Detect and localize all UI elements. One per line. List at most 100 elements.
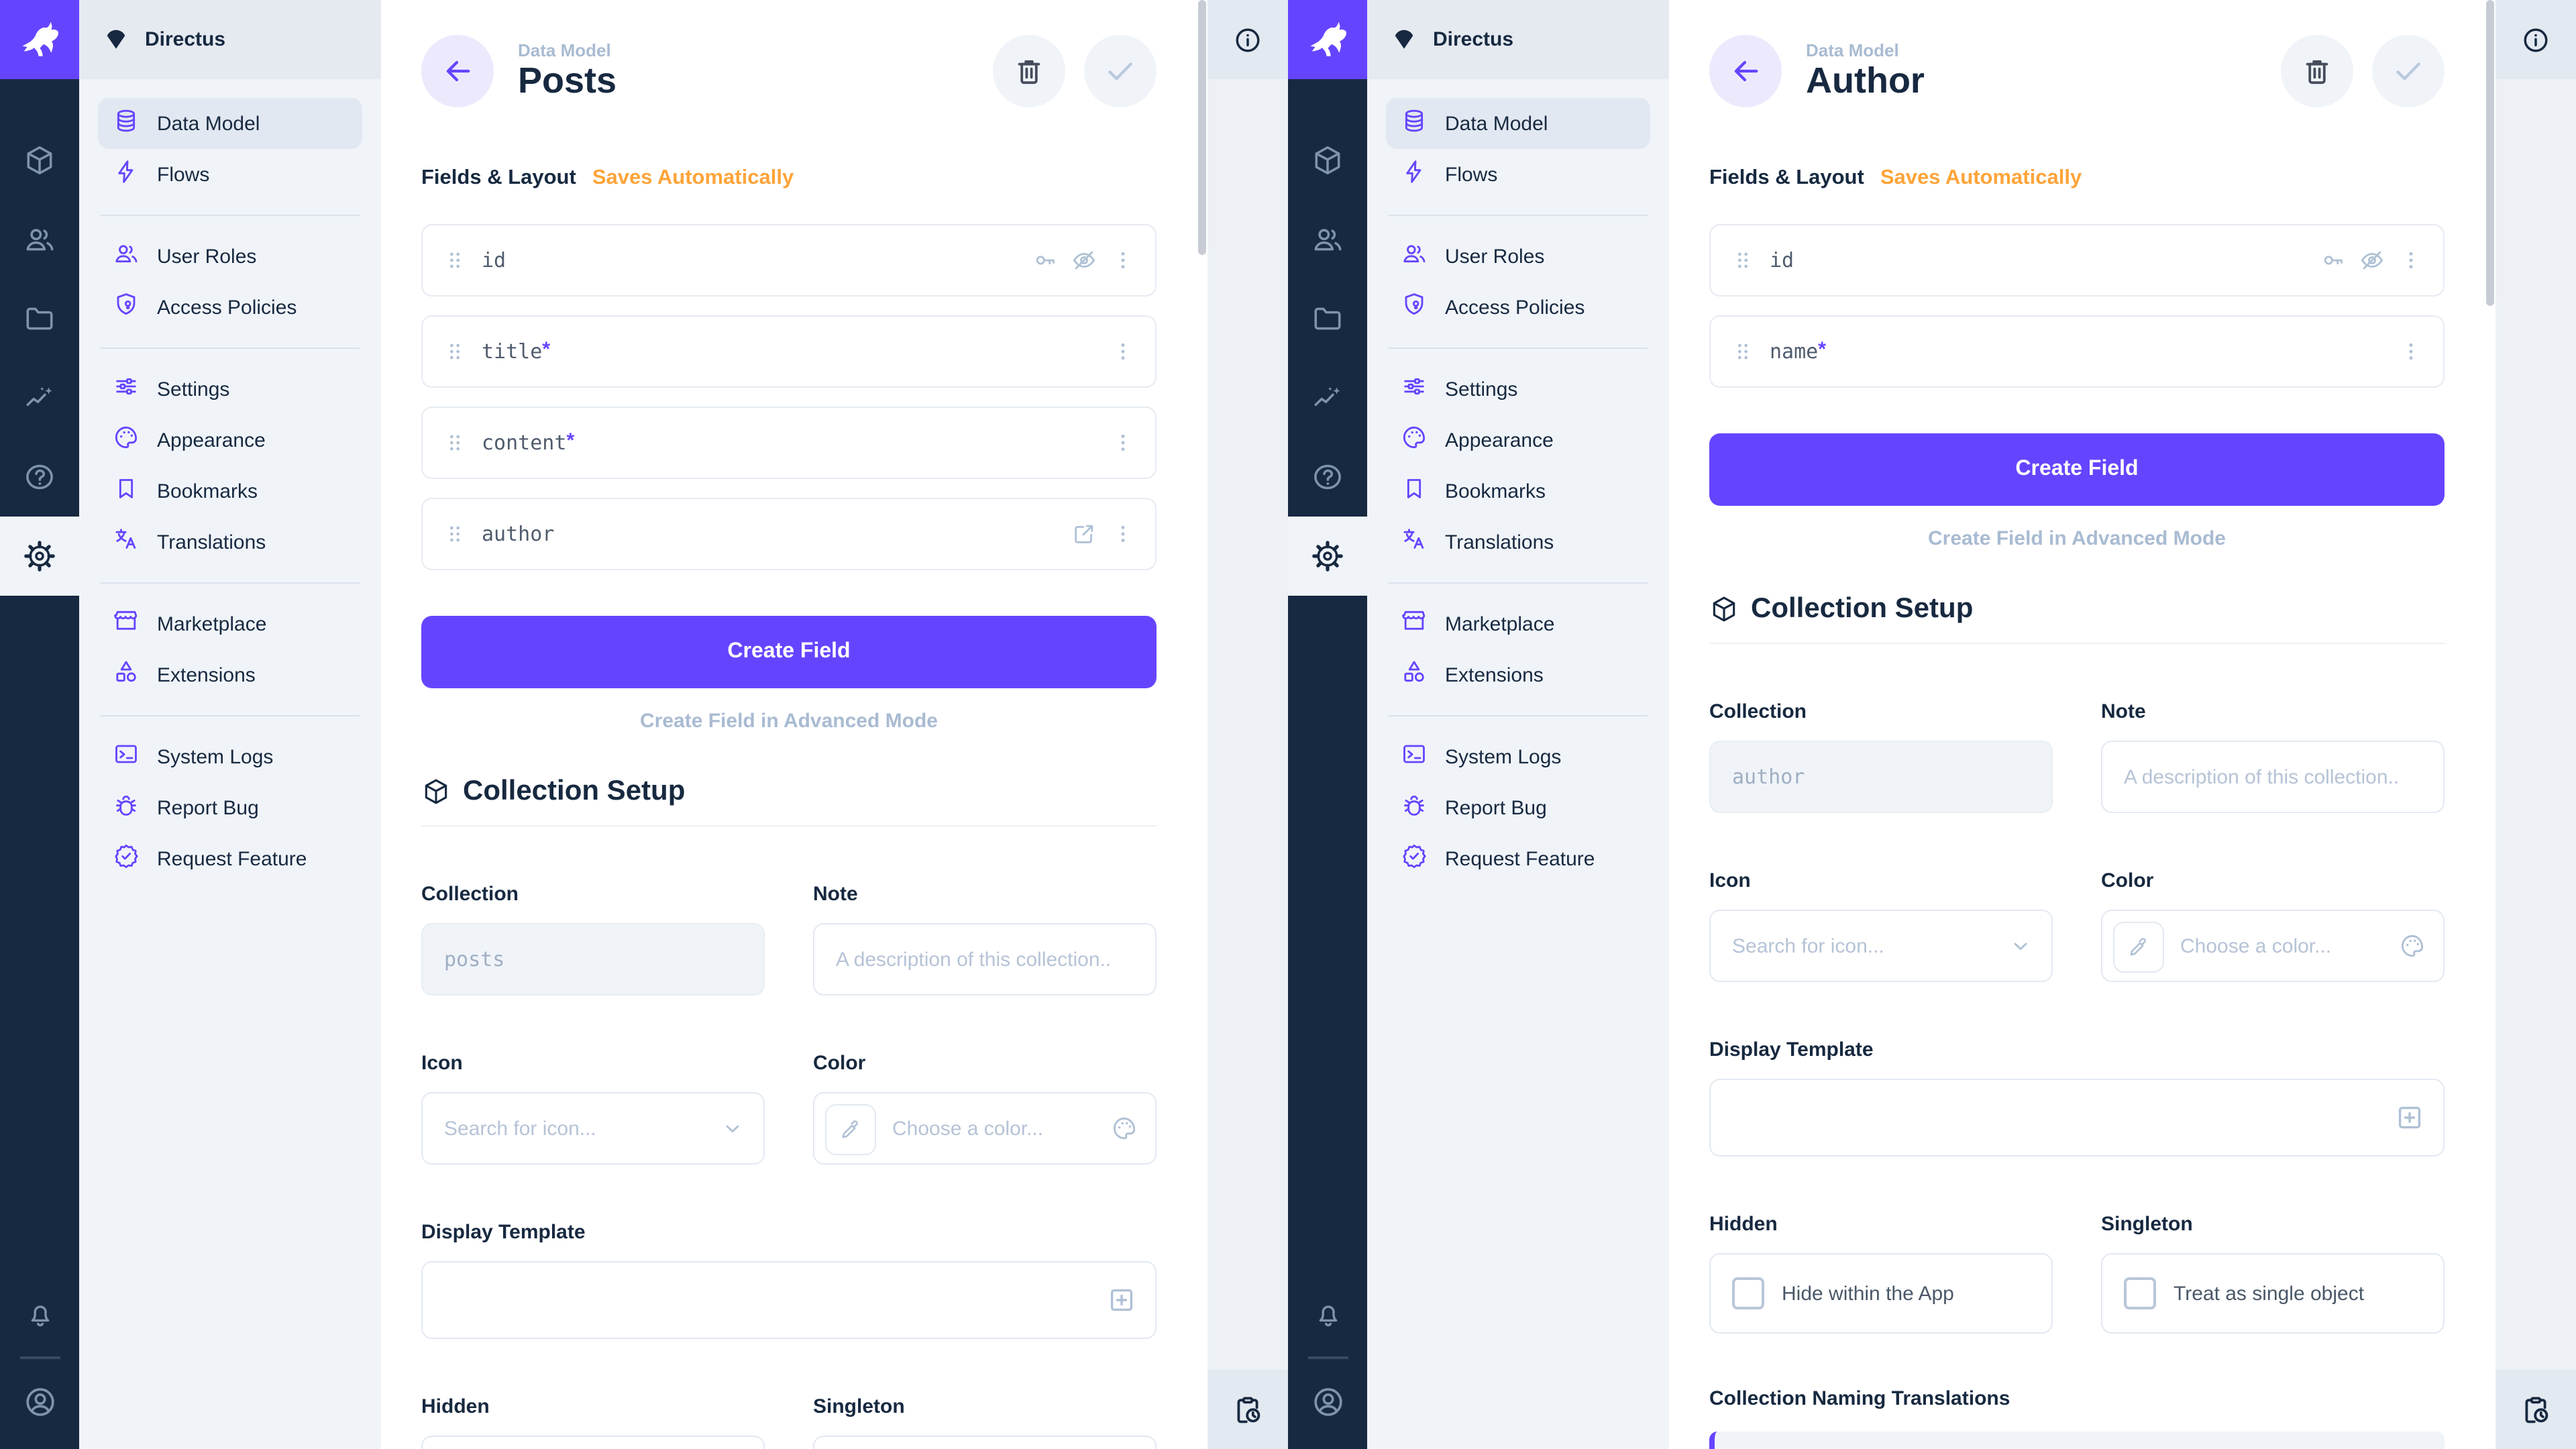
- sidebar-item-flows[interactable]: Flows: [1386, 149, 1650, 200]
- sidebar-item-flows[interactable]: Flows: [98, 149, 362, 200]
- scrollbar-thumb[interactable]: [2486, 0, 2494, 306]
- color-swatch-button[interactable]: [825, 1104, 876, 1155]
- module-insights-button[interactable]: [0, 358, 79, 437]
- chevron-down-icon[interactable]: [2007, 932, 2034, 959]
- hidden-field[interactable]: Hide within the App: [421, 1436, 765, 1449]
- kebab-icon[interactable]: [2398, 338, 2424, 365]
- scrollbar-thumb[interactable]: [1198, 0, 1206, 255]
- singleton-field[interactable]: Treat as single object: [2101, 1253, 2445, 1334]
- info-sidebar-button[interactable]: [2496, 0, 2576, 79]
- activity-sidebar-button[interactable]: [2496, 1370, 2576, 1449]
- project-header[interactable]: Directus: [79, 0, 381, 79]
- note-input[interactable]: [813, 923, 1157, 996]
- module-docs-button[interactable]: [0, 437, 79, 517]
- sidebar-item-appearance[interactable]: Appearance: [1386, 415, 1650, 466]
- notifications-button[interactable]: [0, 1280, 79, 1347]
- add-field-to-template-icon[interactable]: [2394, 1102, 2426, 1134]
- palette-icon[interactable]: [1111, 1115, 1138, 1142]
- hidden-field[interactable]: Hide within the App: [1709, 1253, 2053, 1334]
- sidebar-item-appearance[interactable]: Appearance: [98, 415, 362, 466]
- sidebar-item-system-logs[interactable]: System Logs: [98, 731, 362, 782]
- delete-collection-button[interactable]: [2281, 35, 2353, 107]
- create-field-button[interactable]: Create Field: [1709, 433, 2445, 506]
- sidebar-item-bookmarks[interactable]: Bookmarks: [1386, 466, 1650, 517]
- field-row[interactable]: title *: [421, 315, 1157, 388]
- module-content-button[interactable]: [0, 121, 79, 200]
- back-button[interactable]: [1709, 35, 1782, 107]
- sidebar-item-report-bug[interactable]: Report Bug: [98, 782, 362, 833]
- sidebar-item-system-logs[interactable]: System Logs: [1386, 731, 1650, 782]
- sidebar-item-marketplace[interactable]: Marketplace: [98, 598, 362, 649]
- sidebar-item-data-model[interactable]: Data Model: [1386, 98, 1650, 149]
- notifications-button[interactable]: [1288, 1280, 1367, 1347]
- add-field-to-template-icon[interactable]: [1106, 1284, 1138, 1316]
- field-row[interactable]: author: [421, 498, 1157, 570]
- note-input[interactable]: [2101, 741, 2445, 813]
- module-settings-button[interactable]: [1288, 517, 1367, 596]
- save-button[interactable]: [1084, 35, 1157, 107]
- drag-handle-icon[interactable]: [441, 338, 468, 365]
- drag-handle-icon[interactable]: [441, 429, 468, 456]
- sidebar-item-extensions[interactable]: Extensions: [1386, 649, 1650, 700]
- chevron-down-icon[interactable]: [719, 1115, 746, 1142]
- sidebar-item-report-bug[interactable]: Report Bug: [1386, 782, 1650, 833]
- scrollbar[interactable]: [2485, 0, 2496, 1449]
- singleton-field[interactable]: Treat as single object: [813, 1436, 1157, 1449]
- sidebar-item-bookmarks[interactable]: Bookmarks: [98, 466, 362, 517]
- kebab-icon[interactable]: [1110, 429, 1136, 456]
- directus-logo[interactable]: [1288, 0, 1367, 79]
- kebab-icon[interactable]: [2398, 247, 2424, 274]
- sidebar-item-request-feature[interactable]: Request Feature: [1386, 833, 1650, 884]
- sidebar-item-translations[interactable]: Translations: [1386, 517, 1650, 568]
- module-insights-button[interactable]: [1288, 358, 1367, 437]
- kebab-icon[interactable]: [1110, 521, 1136, 547]
- sidebar-item-extensions[interactable]: Extensions: [98, 649, 362, 700]
- module-settings-button[interactable]: [0, 517, 79, 596]
- kebab-icon[interactable]: [1110, 247, 1136, 274]
- icon-search-input[interactable]: [421, 1092, 765, 1165]
- module-files-button[interactable]: [0, 279, 79, 358]
- field-row[interactable]: id: [1709, 224, 2445, 297]
- drag-handle-icon[interactable]: [441, 247, 468, 274]
- field-row[interactable]: id: [421, 224, 1157, 297]
- icon-search-input[interactable]: [1709, 910, 2053, 982]
- save-button[interactable]: [2372, 35, 2445, 107]
- create-field-button[interactable]: Create Field: [421, 616, 1157, 688]
- drag-handle-icon[interactable]: [441, 521, 468, 547]
- module-docs-button[interactable]: [1288, 437, 1367, 517]
- display-template-input[interactable]: [1709, 1079, 2445, 1157]
- sidebar-item-settings[interactable]: Settings: [98, 364, 362, 415]
- module-files-button[interactable]: [1288, 279, 1367, 358]
- sidebar-item-request-feature[interactable]: Request Feature: [98, 833, 362, 884]
- field-row[interactable]: name *: [1709, 315, 2445, 388]
- sidebar-item-access-policies[interactable]: Access Policies: [98, 282, 362, 333]
- advanced-mode-link[interactable]: Create Field in Advanced Mode: [640, 710, 938, 733]
- sidebar-item-user-roles[interactable]: User Roles: [98, 231, 362, 282]
- hidden-checkbox[interactable]: [1732, 1277, 1764, 1309]
- sidebar-item-user-roles[interactable]: User Roles: [1386, 231, 1650, 282]
- advanced-mode-link[interactable]: Create Field in Advanced Mode: [1928, 527, 2226, 550]
- module-users-button[interactable]: [1288, 200, 1367, 279]
- sidebar-item-data-model[interactable]: Data Model: [98, 98, 362, 149]
- palette-icon[interactable]: [2399, 932, 2426, 959]
- field-row[interactable]: content *: [421, 407, 1157, 479]
- singleton-checkbox[interactable]: [2124, 1277, 2156, 1309]
- project-header[interactable]: Directus: [1367, 0, 1669, 79]
- display-template-input[interactable]: [421, 1261, 1157, 1339]
- back-button[interactable]: [421, 35, 494, 107]
- scrollbar[interactable]: [1197, 0, 1208, 1449]
- module-content-button[interactable]: [1288, 121, 1367, 200]
- launch-icon[interactable]: [1071, 521, 1097, 547]
- module-users-button[interactable]: [0, 200, 79, 279]
- sidebar-item-access-policies[interactable]: Access Policies: [1386, 282, 1650, 333]
- drag-handle-icon[interactable]: [1729, 338, 1756, 365]
- activity-sidebar-button[interactable]: [1208, 1370, 1288, 1449]
- sidebar-item-translations[interactable]: Translations: [98, 517, 362, 568]
- color-swatch-button[interactable]: [2113, 922, 2164, 973]
- account-button[interactable]: [1288, 1368, 1367, 1436]
- delete-collection-button[interactable]: [993, 35, 1065, 107]
- account-button[interactable]: [0, 1368, 79, 1436]
- kebab-icon[interactable]: [1110, 338, 1136, 365]
- drag-handle-icon[interactable]: [1729, 247, 1756, 274]
- directus-logo[interactable]: [0, 0, 79, 79]
